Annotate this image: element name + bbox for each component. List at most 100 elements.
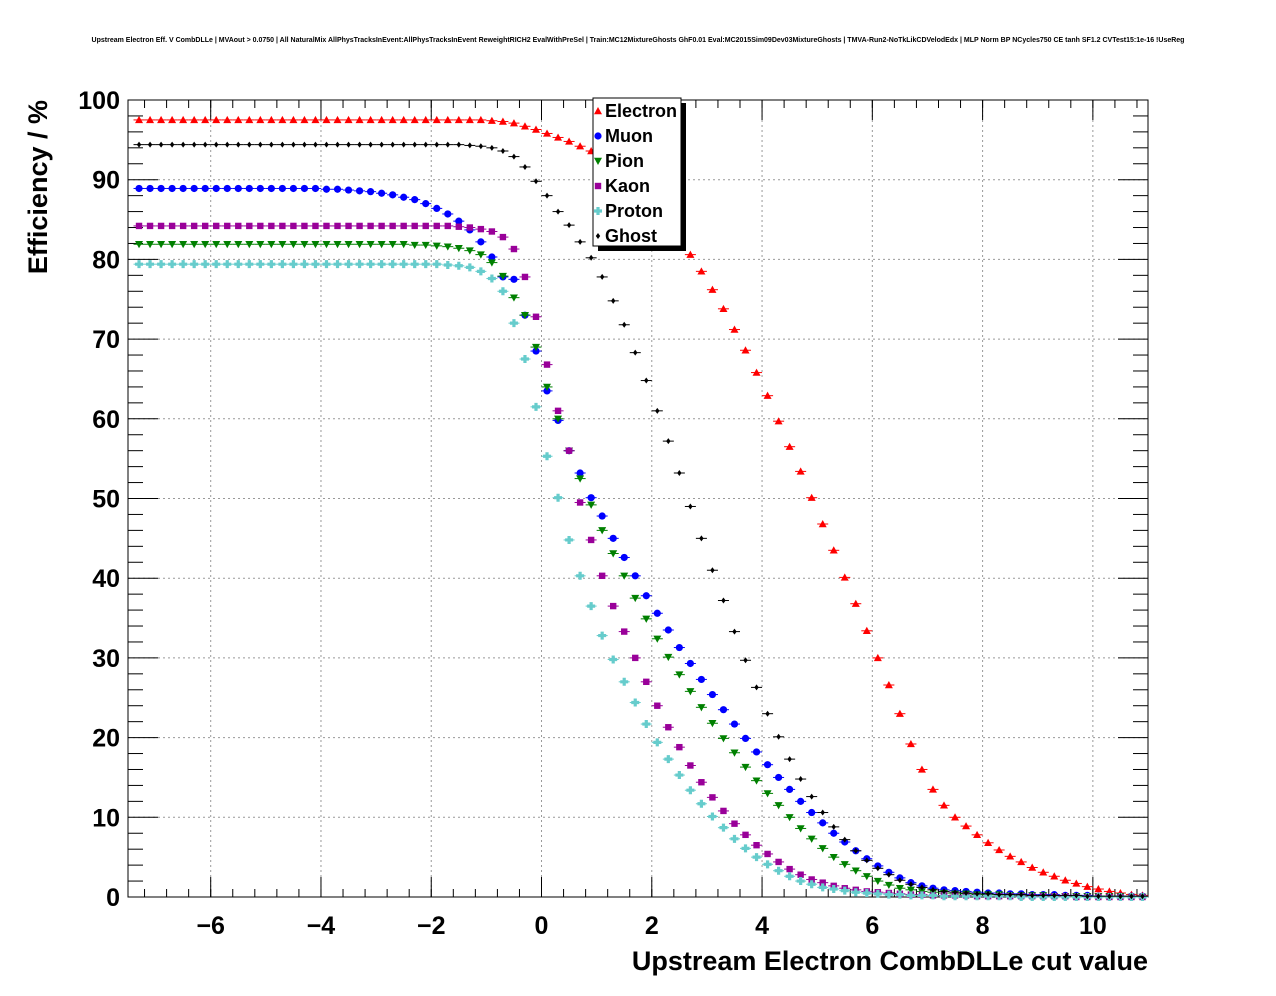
- point-kaon: [709, 794, 716, 801]
- point-pion: [201, 241, 210, 249]
- point-pion: [388, 241, 397, 249]
- point-proton: [520, 355, 529, 364]
- point-proton: [212, 260, 221, 269]
- point-muon: [675, 643, 683, 652]
- point-proton: [851, 888, 860, 897]
- point-ghost: [401, 141, 406, 148]
- point-electron: [509, 119, 518, 127]
- point-electron: [267, 115, 276, 124]
- point-ghost: [368, 141, 373, 148]
- point-ghost: [588, 254, 594, 261]
- point-electron: [190, 115, 199, 124]
- point-electron: [532, 125, 540, 133]
- point-electron: [355, 115, 364, 124]
- point-muon: [587, 494, 595, 502]
- point-kaon: [621, 628, 628, 635]
- point-kaon: [576, 499, 584, 506]
- point-muon: [311, 184, 320, 193]
- point-proton: [532, 402, 541, 411]
- point-muon: [598, 512, 606, 520]
- point-proton: [333, 260, 342, 269]
- point-electron: [697, 267, 706, 275]
- point-muon: [763, 761, 772, 769]
- point-kaon: [643, 678, 650, 686]
- point-ghost: [1074, 892, 1079, 899]
- point-proton: [366, 260, 375, 269]
- point-ghost: [1041, 892, 1046, 899]
- legend-markers: [594, 107, 603, 239]
- point-electron: [973, 830, 982, 839]
- point-kaon: [411, 222, 418, 230]
- axis-ticks: [128, 99, 1148, 898]
- point-electron: [774, 417, 783, 425]
- point-electron: [201, 115, 210, 124]
- point-ghost: [280, 141, 285, 148]
- x-tick-label: −2: [417, 912, 446, 940]
- point-proton: [135, 260, 144, 269]
- x-tick-label: 0: [535, 912, 549, 940]
- point-pion: [697, 704, 706, 712]
- point-electron: [432, 115, 441, 124]
- point-ghost: [247, 141, 252, 148]
- point-electron: [1105, 887, 1114, 895]
- point-pion: [884, 881, 893, 890]
- point-ghost: [732, 628, 737, 635]
- y-axis-label: Efficiency / %: [23, 100, 53, 274]
- point-muon: [344, 186, 353, 194]
- point-pion: [300, 241, 309, 249]
- point-ghost: [599, 273, 605, 280]
- point-pion: [818, 845, 827, 853]
- point-proton: [928, 891, 937, 900]
- point-kaon: [323, 222, 330, 230]
- point-proton: [267, 260, 276, 269]
- point-muon: [411, 196, 419, 204]
- point-kaon: [819, 879, 826, 886]
- point-muon: [719, 706, 728, 714]
- point-proton: [719, 823, 728, 832]
- point-kaon: [499, 233, 507, 241]
- x-tick-label: −6: [196, 912, 225, 940]
- point-kaon: [665, 724, 672, 731]
- point-proton: [432, 260, 441, 269]
- point-proton: [179, 260, 188, 269]
- point-pion: [443, 243, 452, 251]
- point-ghost: [180, 141, 186, 148]
- point-muon: [355, 187, 364, 195]
- legend-label-electron: Electron: [605, 101, 677, 121]
- point-pion: [609, 550, 618, 558]
- point-electron: [278, 115, 287, 124]
- point-pion: [168, 241, 177, 249]
- point-kaon: [135, 222, 143, 230]
- point-ghost: [445, 141, 450, 148]
- point-electron: [212, 115, 221, 124]
- point-ghost: [864, 857, 870, 864]
- y-tick-labels: 0 10 20 30 40 50 60 70 80 90 100: [78, 87, 120, 912]
- point-pion: [432, 242, 441, 250]
- point-proton: [465, 263, 474, 272]
- point-ghost: [754, 684, 759, 691]
- legend-label-pion: Pion: [605, 151, 644, 171]
- point-proton: [201, 260, 210, 269]
- legend-label-kaon: Kaon: [605, 176, 650, 196]
- point-electron: [962, 822, 971, 830]
- point-proton: [245, 260, 254, 269]
- point-ghost: [809, 793, 814, 800]
- point-kaon: [312, 222, 319, 230]
- point-electron: [487, 116, 496, 124]
- point-ghost: [699, 535, 704, 542]
- point-muon: [686, 659, 694, 668]
- point-ghost: [346, 141, 351, 148]
- point-pion: [476, 251, 485, 259]
- point-electron: [454, 115, 463, 124]
- legend-marker-kaon: [594, 182, 602, 190]
- point-muon: [378, 189, 386, 197]
- point-proton: [664, 755, 673, 764]
- point-pion: [708, 720, 717, 728]
- point-pion: [212, 241, 221, 249]
- point-ghost: [743, 657, 748, 664]
- point-ghost: [533, 178, 539, 185]
- point-electron: [752, 368, 761, 376]
- point-proton: [543, 452, 552, 461]
- point-muon: [444, 210, 452, 218]
- point-pion: [653, 635, 662, 643]
